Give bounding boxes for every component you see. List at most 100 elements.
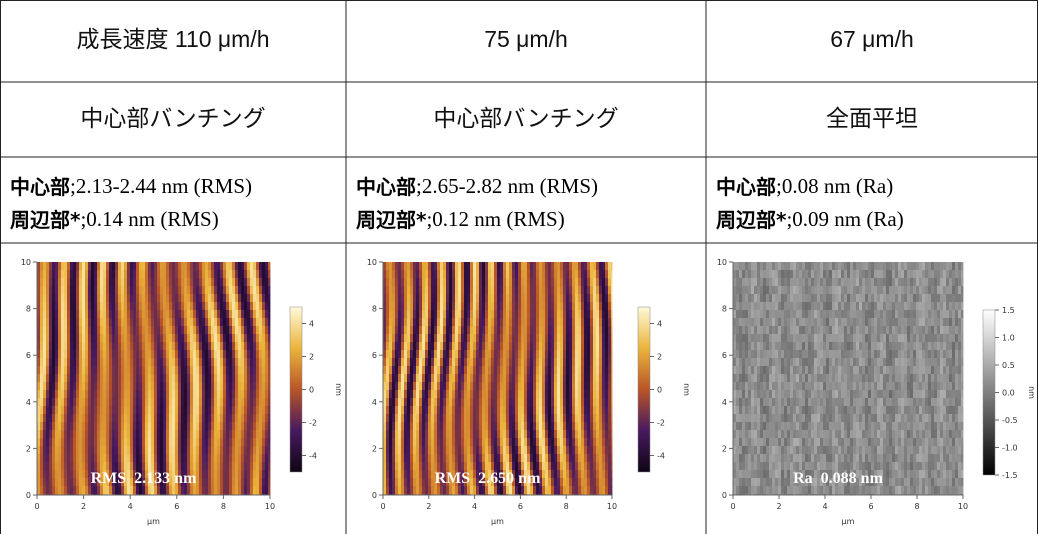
pixel (184, 302, 188, 311)
pixel (539, 334, 543, 343)
pixel (205, 486, 209, 495)
pixel (211, 422, 215, 431)
pixel (437, 302, 441, 311)
pixel (181, 262, 185, 271)
pixel (46, 294, 50, 303)
pixel (166, 470, 170, 479)
pixel (250, 310, 254, 319)
pixel (539, 350, 543, 359)
pixel (91, 342, 95, 351)
pixel (133, 478, 137, 487)
pixel (178, 318, 182, 327)
pixel (52, 398, 56, 407)
pixel (112, 302, 116, 311)
pixel (46, 470, 50, 479)
pixel (530, 262, 534, 271)
pixel (73, 286, 77, 295)
pixel (428, 342, 432, 351)
pixel (386, 310, 390, 319)
pixel (560, 422, 564, 431)
pixel (458, 310, 462, 319)
pixel (488, 454, 492, 463)
pixel (73, 414, 77, 423)
pixel (169, 326, 173, 335)
pixel (581, 454, 585, 463)
pixel (512, 270, 516, 279)
pixel (223, 326, 227, 335)
pixel (473, 454, 477, 463)
pixel (244, 374, 248, 383)
pixel (235, 446, 239, 455)
pixel (485, 478, 489, 487)
pixel (133, 462, 137, 471)
x-axis-label: μm (147, 517, 160, 526)
pixel (43, 302, 47, 311)
pixel (395, 334, 399, 343)
pixel (211, 478, 215, 487)
pixel (557, 470, 561, 479)
pixel (79, 390, 83, 399)
pixel (133, 286, 137, 295)
pixel (88, 294, 92, 303)
pixel (37, 486, 41, 495)
pixel (440, 326, 444, 335)
pixel (214, 398, 218, 407)
pixel (584, 470, 588, 479)
pixel (151, 342, 155, 351)
pixel (464, 262, 468, 271)
pixel (88, 374, 92, 383)
pixel (569, 430, 573, 439)
pixel (473, 366, 477, 375)
pixel (151, 414, 155, 423)
pixel (569, 270, 573, 279)
pixel (461, 422, 465, 431)
pixel (395, 350, 399, 359)
pixel (55, 302, 59, 311)
pixel (109, 334, 113, 343)
pixel (584, 374, 588, 383)
pixel (82, 454, 86, 463)
pixel (172, 302, 176, 311)
pixel (512, 310, 516, 319)
pixel (509, 438, 513, 447)
pixel (268, 390, 271, 399)
pixel (115, 294, 119, 303)
pixel (247, 478, 251, 487)
pixel (455, 270, 459, 279)
pixel (446, 422, 450, 431)
pixel (476, 318, 480, 327)
pixel (404, 366, 408, 375)
pixel (118, 326, 122, 335)
pixel (404, 350, 408, 359)
pixel (560, 438, 564, 447)
pixel (112, 374, 116, 383)
pixel (253, 390, 257, 399)
pixel (404, 422, 408, 431)
pixel (43, 294, 47, 303)
pixel (425, 478, 429, 487)
pixel (64, 390, 68, 399)
pixel (431, 318, 435, 327)
pixel (40, 342, 44, 351)
pixel (524, 462, 528, 471)
pixel (160, 422, 164, 431)
pixel (169, 358, 173, 367)
pixel (253, 454, 257, 463)
pixel (103, 326, 107, 335)
pixel (383, 342, 387, 351)
pixel (407, 374, 411, 383)
pixel (590, 358, 594, 367)
pixel (247, 374, 251, 383)
pixel (925, 278, 929, 287)
pixel (133, 262, 137, 271)
pixel (169, 342, 173, 351)
pixel (73, 294, 77, 303)
pixel (247, 486, 251, 495)
pixel (605, 302, 609, 311)
pixel (175, 430, 179, 439)
pixel (575, 414, 579, 423)
pixel (163, 382, 167, 391)
pixel (551, 390, 555, 399)
pixel (440, 462, 444, 471)
pixel (533, 486, 537, 495)
